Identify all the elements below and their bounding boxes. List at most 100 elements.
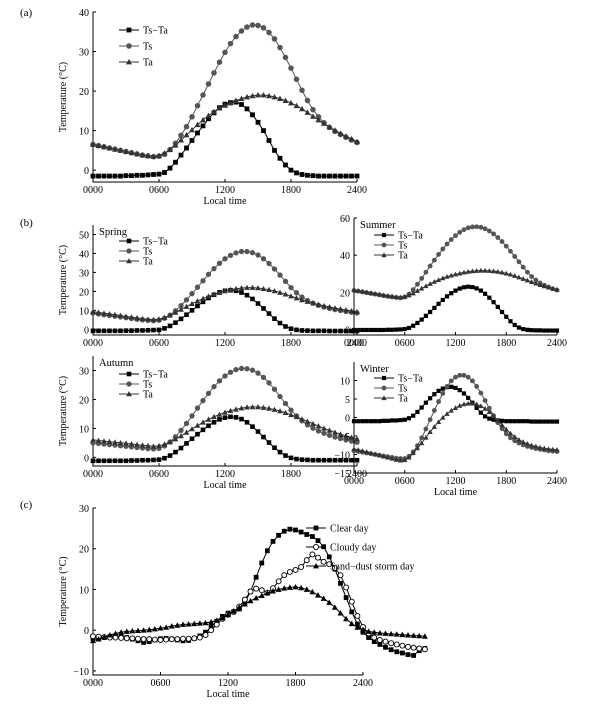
data-point xyxy=(139,152,146,158)
data-point xyxy=(272,316,277,321)
y-tick-label: 20 xyxy=(79,87,89,98)
data-point xyxy=(173,159,178,165)
data-point xyxy=(406,325,412,331)
data-point xyxy=(140,627,147,633)
data-point xyxy=(436,399,441,405)
y-tick-label: 10 xyxy=(79,127,89,138)
data-point xyxy=(359,288,366,294)
legend-marker xyxy=(381,385,387,391)
data-point xyxy=(90,308,96,314)
data-point xyxy=(453,233,458,239)
panel-label-b: (b) xyxy=(20,217,33,229)
data-point xyxy=(271,406,278,412)
data-point xyxy=(356,327,361,333)
data-point xyxy=(440,246,446,252)
data-point xyxy=(249,92,256,99)
data-point xyxy=(194,102,201,109)
data-point xyxy=(292,584,299,590)
series-a-2 xyxy=(90,92,360,159)
data-point xyxy=(457,270,463,276)
data-point xyxy=(310,425,316,431)
data-point xyxy=(219,614,226,621)
data-point xyxy=(156,457,162,462)
data-point xyxy=(470,378,475,384)
data-point xyxy=(236,604,243,610)
y-tick-label: 30 xyxy=(79,366,89,377)
data-point xyxy=(414,445,421,451)
data-point xyxy=(354,308,360,314)
data-point xyxy=(440,391,446,396)
data-point xyxy=(123,635,130,642)
data-point xyxy=(436,251,441,257)
x-tick-label: 1200 xyxy=(215,185,235,196)
data-point xyxy=(266,440,272,445)
data-point xyxy=(354,457,360,463)
data-point xyxy=(368,419,374,424)
data-point xyxy=(537,419,543,424)
data-point xyxy=(423,434,429,440)
data-point xyxy=(299,416,305,422)
data-point xyxy=(499,239,505,245)
legend-marker xyxy=(381,252,387,258)
legend-label: Ts xyxy=(143,42,152,53)
data-point xyxy=(145,316,151,322)
data-point xyxy=(90,328,96,334)
data-point xyxy=(542,419,547,424)
data-point xyxy=(244,366,250,372)
data-point xyxy=(123,148,129,154)
data-point xyxy=(368,450,374,456)
data-point xyxy=(238,365,245,372)
data-point xyxy=(349,609,355,615)
data-point xyxy=(380,292,387,298)
data-point xyxy=(151,327,156,333)
data-point xyxy=(194,284,201,290)
data-point xyxy=(457,286,462,291)
x-tick-label: 1200 xyxy=(215,338,235,349)
data-point xyxy=(173,320,178,325)
data-point xyxy=(260,25,267,31)
x-tick-label: 0000 xyxy=(83,469,103,480)
y-tick-label: 0 xyxy=(84,626,89,637)
data-point xyxy=(461,227,467,233)
data-point xyxy=(139,315,146,321)
data-point xyxy=(354,173,360,179)
data-point xyxy=(194,298,201,304)
y-tick-label: 30 xyxy=(79,504,89,515)
data-point xyxy=(156,442,162,449)
data-point xyxy=(486,268,492,273)
data-point xyxy=(371,634,378,641)
data-point xyxy=(394,649,400,655)
panel-label-a: (a) xyxy=(20,7,33,19)
x-tick-label: 1800 xyxy=(281,469,301,480)
data-point xyxy=(499,269,505,275)
data-point xyxy=(286,568,293,575)
data-point xyxy=(389,327,395,332)
data-point xyxy=(377,327,382,333)
data-point xyxy=(310,420,316,427)
data-point xyxy=(260,374,267,381)
data-point xyxy=(376,637,383,643)
data-point xyxy=(255,370,261,376)
legend-label: Ta xyxy=(143,58,153,69)
data-point xyxy=(288,65,294,71)
data-point xyxy=(299,87,305,94)
data-point xyxy=(247,597,254,604)
data-point xyxy=(117,312,124,318)
data-point xyxy=(343,173,349,179)
data-point xyxy=(134,458,140,463)
data-point xyxy=(415,409,420,415)
data-point xyxy=(406,416,412,421)
data-point xyxy=(444,411,450,416)
data-point xyxy=(227,252,234,258)
data-point xyxy=(521,419,526,424)
data-point xyxy=(196,620,203,626)
data-point xyxy=(546,328,551,333)
data-point xyxy=(283,162,288,168)
data-point xyxy=(145,442,151,449)
legend-marker xyxy=(126,43,132,49)
data-point xyxy=(129,628,136,634)
data-point xyxy=(211,384,217,390)
data-point xyxy=(423,426,429,432)
data-point xyxy=(277,95,283,101)
series-line xyxy=(93,289,357,332)
